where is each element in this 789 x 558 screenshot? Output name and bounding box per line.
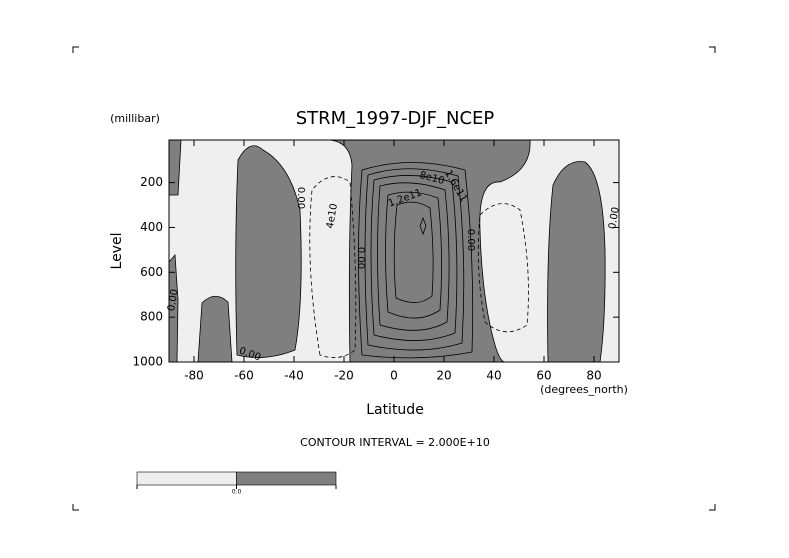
colorbar: 0.0 [136, 471, 337, 496]
colorbar-swatch [236, 471, 337, 486]
y-tick-label: 600 [140, 265, 163, 279]
contour-label: 0.00 [355, 247, 366, 269]
x-tick-label: -60 [234, 369, 254, 383]
y-tick-label: 400 [140, 220, 163, 234]
contour-label: 4e10 [325, 203, 340, 230]
plot-area [168, 139, 620, 363]
contour-label: 0.00 [166, 288, 181, 312]
y-unit: (millibar) [110, 112, 160, 125]
x-axis-label: Latitude [366, 402, 424, 418]
x-tick-label: -40 [284, 369, 304, 383]
corner-marks [72, 46, 716, 511]
y-tick-label: 200 [140, 175, 163, 189]
x-tick-label: 0 [390, 369, 398, 383]
x-tick-label: -80 [184, 369, 204, 383]
x-tick-label: -20 [334, 369, 354, 383]
x-tick-label: 80 [586, 369, 601, 383]
chart-title: STRM_1997-DJF_NCEP [296, 108, 495, 129]
note: CONTOUR INTERVAL = 2.000E+10 [300, 436, 490, 449]
contour-lines [309, 162, 529, 359]
contour-label: 0.00 [607, 206, 622, 230]
x-tick-label: 60 [536, 369, 551, 383]
y-axis-label: Level [109, 233, 125, 270]
positive-regions [169, 140, 606, 362]
contour-label: 0.00 [465, 229, 476, 251]
x-unit: (degrees_north) [540, 383, 628, 396]
y-tick-label: 1000 [132, 355, 163, 369]
colorbar-label: 0.0 [232, 489, 242, 496]
x-tick-label: 40 [486, 369, 501, 383]
colorbar-swatch [136, 471, 237, 486]
y-tick-label: 800 [140, 310, 163, 324]
contour-label: 0.00 [295, 187, 306, 209]
x-tick-label: 20 [436, 369, 451, 383]
